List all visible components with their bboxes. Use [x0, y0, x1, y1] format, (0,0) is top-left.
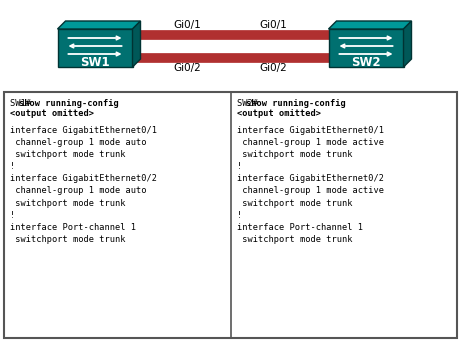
Text: <output omitted>: <output omitted> — [237, 108, 321, 118]
Text: Gi0/1: Gi0/1 — [173, 20, 201, 30]
Text: show running-config: show running-config — [19, 99, 119, 108]
FancyBboxPatch shape — [58, 29, 132, 67]
Text: interface GigabitEthernet0/1
 channel-group 1 mode auto
 switchport mode trunk
!: interface GigabitEthernet0/1 channel-gro… — [10, 126, 157, 244]
Text: <output omitted>: <output omitted> — [10, 108, 94, 118]
Text: Gi0/1: Gi0/1 — [260, 20, 288, 30]
Text: SW1: SW1 — [80, 56, 110, 69]
Text: Gi0/2: Gi0/2 — [260, 63, 288, 73]
Text: SW2#: SW2# — [237, 99, 263, 108]
Polygon shape — [132, 21, 141, 67]
Text: interface GigabitEthernet0/1
 channel-group 1 mode active
 switchport mode trunk: interface GigabitEthernet0/1 channel-gro… — [237, 126, 384, 244]
Text: Gi0/2: Gi0/2 — [173, 63, 201, 73]
FancyBboxPatch shape — [4, 92, 457, 338]
Text: show running-config: show running-config — [246, 99, 346, 108]
Polygon shape — [58, 21, 141, 29]
Polygon shape — [329, 21, 412, 29]
Polygon shape — [403, 21, 412, 67]
FancyBboxPatch shape — [329, 29, 403, 67]
Text: SW1#: SW1# — [10, 99, 36, 108]
Text: SW2: SW2 — [351, 56, 381, 69]
